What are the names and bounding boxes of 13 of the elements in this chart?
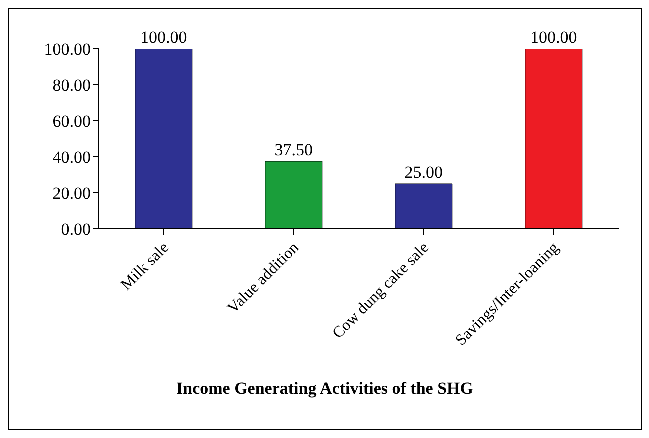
x-tick-label: Milk sale bbox=[118, 239, 172, 294]
y-tick-label: 100.00 bbox=[44, 40, 91, 60]
y-tick-label: 0.00 bbox=[61, 220, 91, 240]
x-axis-title: Income Generating Activities of the SHG bbox=[176, 379, 474, 399]
data-label: 37.50 bbox=[274, 140, 314, 160]
x-tick-label: Cow dung cake sale bbox=[330, 239, 432, 342]
data-label: 100.00 bbox=[140, 28, 188, 47]
y-tick-label: 20.00 bbox=[52, 184, 91, 204]
y-tick-label: 40.00 bbox=[52, 148, 91, 168]
y-tick-label: 60.00 bbox=[52, 112, 91, 132]
data-label: 25.00 bbox=[404, 163, 444, 182]
y-tick-label: 80.00 bbox=[52, 76, 91, 96]
data-label: 100.00 bbox=[530, 28, 578, 47]
